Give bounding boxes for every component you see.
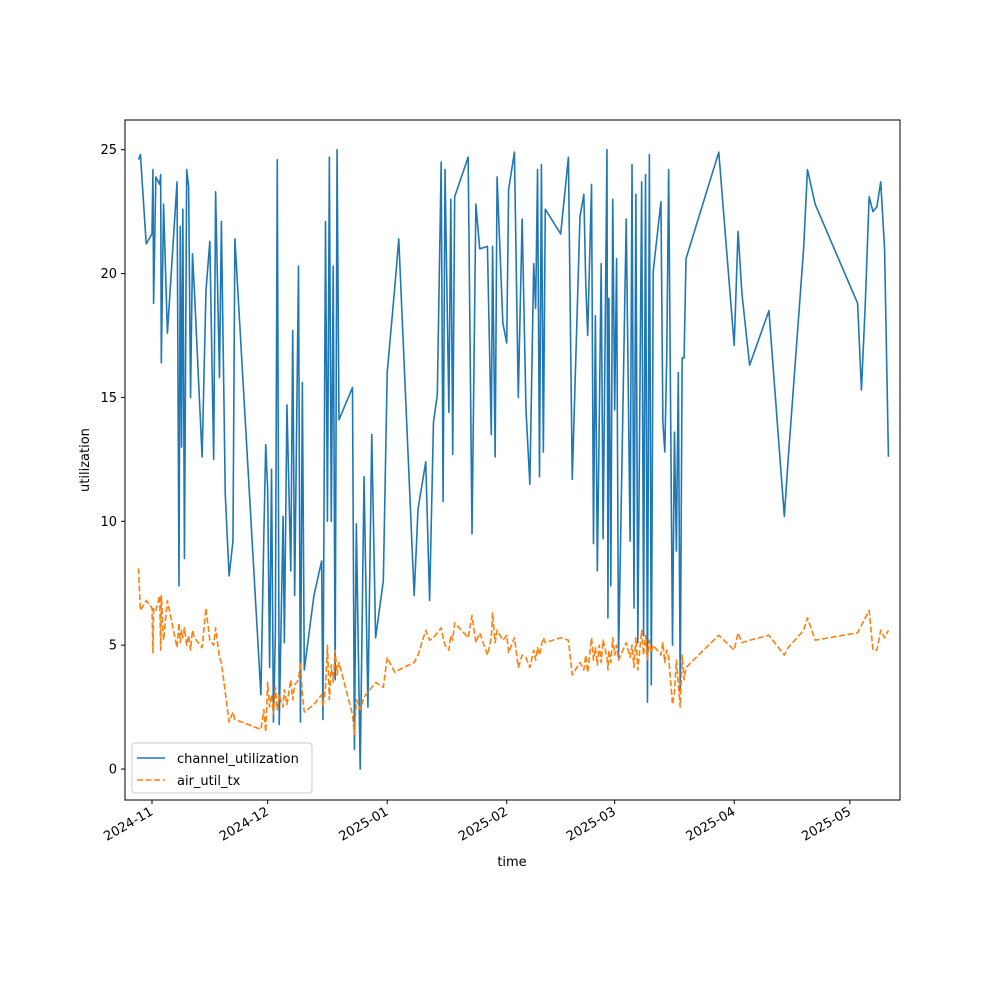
y-axis-ticks: 0 5 10 15 20 25 xyxy=(100,143,125,778)
y-tick-label: 25 xyxy=(100,143,117,158)
y-tick-label: 20 xyxy=(100,267,117,282)
legend-label-channel-utilization: channel_utilization xyxy=(177,752,299,767)
y-tick-label: 15 xyxy=(100,391,117,406)
axes-frame xyxy=(124,119,901,801)
legend-label-air-util-tx: air_util_tx xyxy=(177,774,241,789)
series-layer xyxy=(137,148,890,770)
y-tick-label: 0 xyxy=(109,763,117,778)
y-tick-label: 5 xyxy=(109,639,117,654)
y-tick-label: 10 xyxy=(100,515,117,530)
series-line-air-util-tx xyxy=(137,568,890,736)
plot-area xyxy=(124,119,901,801)
legend-box xyxy=(131,742,313,794)
axes-background xyxy=(125,120,900,800)
y-axis-label: utilization xyxy=(78,428,93,492)
x-axis-label: time xyxy=(497,855,526,870)
series-line-channel-utilization xyxy=(137,148,890,770)
legend: channel_utilization air_util_tx xyxy=(131,742,313,794)
